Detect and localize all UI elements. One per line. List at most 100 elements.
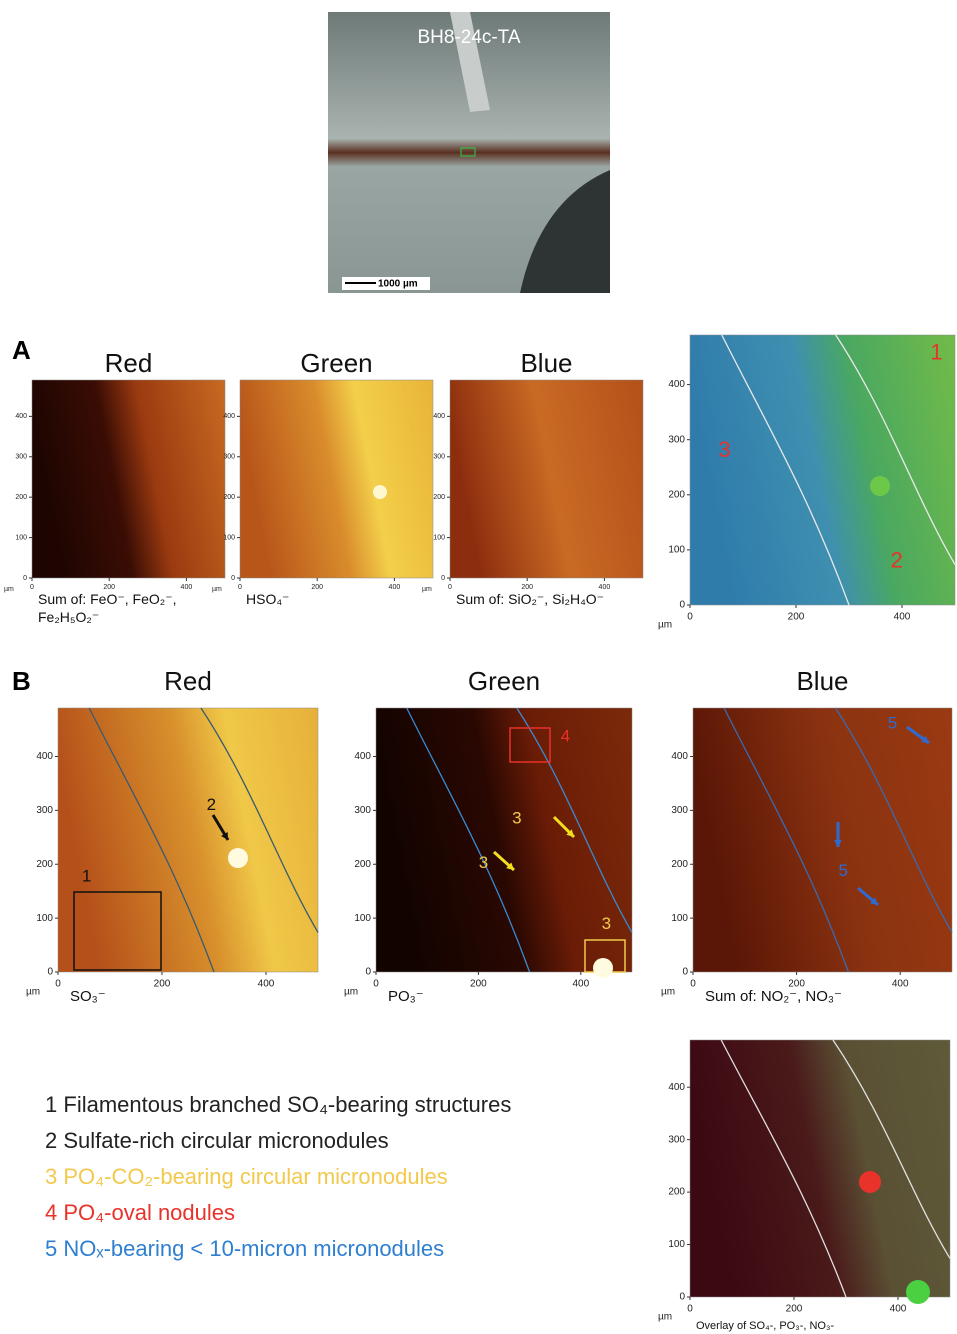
legend-text: PO₄-oval nodules: [63, 1200, 235, 1225]
axis-unit: µm: [658, 1312, 672, 1323]
y-tick-label: 300: [354, 805, 371, 816]
nodule: [373, 485, 387, 499]
x-tick-label: 0: [690, 979, 696, 990]
y-tick-label: 400: [668, 379, 685, 390]
y-tick-label: 400: [36, 751, 53, 762]
annotation: 4: [561, 727, 570, 746]
axis-unit: µm: [661, 987, 675, 998]
y-tick-label: 300: [15, 454, 27, 461]
annotation: 2: [891, 548, 903, 573]
y-tick-label: 100: [36, 913, 53, 924]
y-tick-label: 400: [223, 413, 235, 420]
y-tick-label: 100: [668, 545, 685, 556]
map-caption: HSO₄⁻: [246, 590, 429, 608]
annotation: 2: [207, 795, 216, 814]
map-caption: Overlay of SO₄-, PO₃-, NO₃-: [696, 1317, 834, 1334]
legend-text: PO₄-CO₂-bearing circular micronodules: [63, 1164, 447, 1189]
map-title: Green: [468, 666, 540, 696]
legend-number: 4: [45, 1200, 57, 1225]
nodule: [870, 476, 890, 496]
annotation: 1: [930, 340, 942, 365]
legend-number: 1: [45, 1092, 57, 1117]
map-caption: Sum of: SiO₂⁻, Si₂H₄O⁻: [456, 590, 639, 608]
map-caption: PO₃⁻: [388, 988, 424, 1006]
x-tick-label: 200: [470, 979, 487, 990]
y-tick-label: 400: [433, 413, 445, 420]
nodule: [593, 958, 613, 978]
nodule: [906, 1280, 930, 1304]
annotation: 3: [602, 914, 611, 933]
y-tick-label: 0: [47, 967, 53, 978]
map-title: Green: [300, 348, 372, 378]
photo-label: BH8-24c-TA: [417, 27, 520, 48]
y-tick-label: 200: [36, 859, 53, 870]
y-tick-label: 300: [223, 454, 235, 461]
nodule: [859, 1171, 881, 1193]
annotation: 3: [479, 853, 488, 872]
y-tick-label: 0: [682, 967, 688, 978]
map-image: [376, 708, 632, 972]
nodule: [228, 848, 248, 868]
x-tick-label: 0: [373, 979, 379, 990]
annotation: 3: [512, 808, 521, 827]
panel-letter: B: [12, 666, 31, 696]
y-tick-label: 100: [668, 1239, 685, 1250]
y-tick-label: 200: [668, 1187, 685, 1198]
y-tick-label: 300: [668, 434, 685, 445]
x-tick-label: 0: [687, 1304, 693, 1315]
legend-text: NOₓ-bearing < 10-micron micronodules: [63, 1236, 444, 1261]
x-tick-label: 400: [892, 979, 909, 990]
y-tick-label: 200: [354, 859, 371, 870]
map-title: Red: [164, 666, 212, 696]
x-tick-label: 400: [572, 979, 589, 990]
map-image: [690, 335, 955, 605]
x-tick-label: 200: [786, 1304, 803, 1315]
map-title: Blue: [520, 348, 572, 378]
y-tick-label: 300: [433, 454, 445, 461]
scale-bar-label: 1000 µm: [378, 279, 418, 290]
panel-letter: A: [12, 335, 31, 365]
y-tick-label: 0: [679, 600, 685, 611]
axis-unit: µm: [344, 987, 358, 998]
map-image: [450, 380, 643, 578]
y-tick-label: 100: [223, 534, 235, 541]
legend-number: 5: [45, 1236, 57, 1261]
y-tick-label: 300: [36, 805, 53, 816]
legend-item: 3 PO₄-CO₂-bearing circular micronodules: [45, 1164, 448, 1190]
x-tick-label: 0: [30, 584, 34, 591]
x-tick-label: 200: [154, 979, 171, 990]
annotation: 3: [718, 437, 730, 462]
y-tick-label: 100: [15, 534, 27, 541]
annotation: 5: [838, 861, 847, 880]
figure: BH8-24c-TA 1000 µm A B 02004000100200300…: [0, 0, 957, 1334]
legend-number: 3: [45, 1164, 57, 1189]
axis-unit: µm: [4, 586, 14, 593]
y-tick-label: 200: [433, 494, 445, 501]
y-tick-label: 400: [354, 751, 371, 762]
annotation: 1: [82, 866, 91, 885]
y-tick-label: 0: [231, 575, 235, 582]
y-tick-label: 400: [15, 413, 27, 420]
x-tick-label: 400: [890, 1304, 907, 1315]
x-tick-label: 200: [788, 612, 805, 623]
x-tick-label: 0: [55, 979, 61, 990]
x-tick-label: 0: [448, 584, 452, 591]
map-caption: Sum of: NO₂⁻, NO₃⁻: [705, 988, 842, 1006]
y-tick-label: 100: [671, 913, 688, 924]
y-tick-label: 100: [354, 913, 371, 924]
legend-number: 2: [45, 1128, 57, 1153]
y-tick-label: 200: [15, 494, 27, 501]
y-tick-label: 0: [23, 575, 27, 582]
map-image: [240, 380, 433, 578]
legend-item: 1 Filamentous branched SO₄-bearing struc…: [45, 1092, 511, 1118]
y-tick-label: 400: [668, 1082, 685, 1093]
y-tick-label: 300: [671, 805, 688, 816]
legend-item: 5 NOₓ-bearing < 10-micron micronodules: [45, 1236, 444, 1262]
legend-text: Sulfate-rich circular micronodules: [63, 1128, 388, 1153]
map-caption: SO₃⁻: [70, 988, 106, 1006]
y-tick-label: 0: [441, 575, 445, 582]
y-tick-label: 0: [365, 967, 371, 978]
x-tick-label: 0: [687, 612, 693, 623]
y-tick-label: 400: [671, 751, 688, 762]
map-image: [58, 708, 318, 972]
